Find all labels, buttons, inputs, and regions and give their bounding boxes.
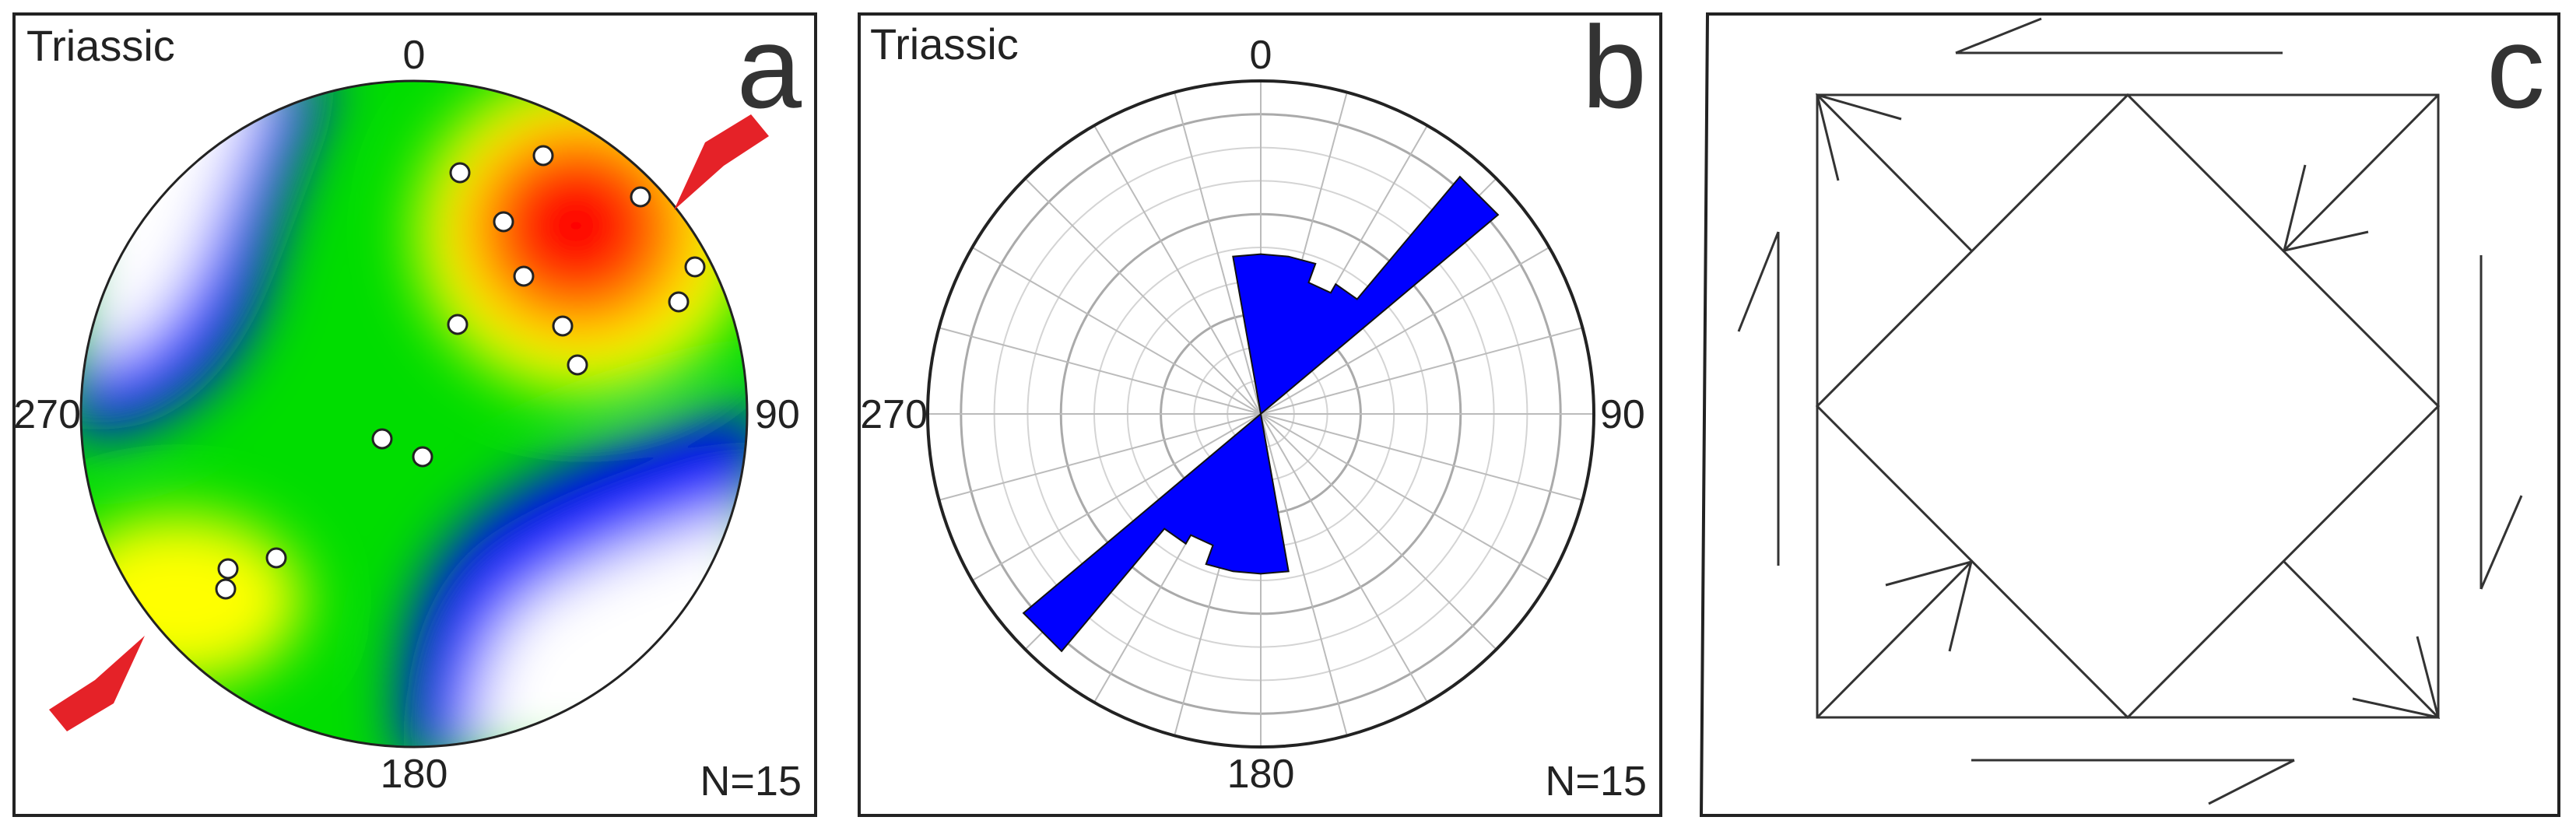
rose-grid-spoke [1260,413,1583,501]
pole-point [215,578,237,600]
pole-point [630,186,651,208]
panel-a-count: N=15 [700,758,802,805]
shear-line-se [2283,560,2440,719]
pole-point [567,354,588,376]
pole-point [513,265,535,287]
rose-grid-spoke [1260,413,1497,650]
panel-a-label-90: 90 [755,392,800,437]
pole-point [449,162,471,184]
bottom-shear-barb [2208,759,2295,805]
rose-grid-spoke [1260,413,1348,736]
panel-b-label-0: 0 [1250,33,1272,78]
panel-b-letter: b [1582,2,1647,132]
rose-petals [1022,175,1500,653]
panel-b: Triassic 0 90 180 270 N=15 b [858,2,1662,817]
rose-grid-spoke [1260,327,1583,415]
shear-line-ne [2283,93,2440,252]
rose-grid-spoke [1093,124,1262,415]
panel-b-title: Triassic [870,19,1019,68]
inner-diamond [1815,93,2441,720]
rose-grid-spoke [1174,92,1262,415]
panel-a-label-180: 180 [381,752,448,797]
shear-line-sw [1816,560,1973,719]
rose-grid-spoke [1260,247,1550,415]
compression-arrow-ne [674,114,769,210]
panel-c-frame [1699,12,2560,817]
panel-c: c [1699,2,2560,817]
half-arrow-se [2352,636,2441,719]
pole-point [265,547,287,569]
panel-a-label-0: 0 [403,33,426,78]
panel-c-letter: c [2487,2,2545,132]
panel-a-title: Triassic [26,21,175,70]
panel-b-label-180: 180 [1227,752,1295,797]
panel-b-label-90: 90 [1600,392,1645,437]
panel-a: Triassic 0 90 180 270 N=15 a [12,2,817,817]
rose-grid-spoke [939,413,1262,501]
left-shear-barb [1737,231,1780,332]
pole-point [668,291,690,313]
pole-points [215,145,706,600]
panel-b-count: N=15 [1545,758,1647,805]
shear-line-nw [1816,93,1973,252]
rose-grid-spoke [939,327,1262,415]
rose-grid-spoke [1024,177,1262,415]
right-shear-barb [2479,495,2523,590]
rose-outline [926,79,1595,749]
rose-grid-spoke [1260,413,1428,703]
panel-a-label-270: 270 [13,392,81,437]
pole-point [552,315,574,337]
pole-point [684,256,706,278]
pole-point [447,314,469,335]
rose-grid-spoke [1260,413,1550,581]
pole-point [532,145,554,167]
panel-b-label-270: 270 [860,392,928,437]
stereonet-outline [79,79,749,749]
pole-point [412,446,433,468]
half-arrow-nw [1815,93,1902,181]
compression-arrow-sw [49,636,145,731]
pole-point [217,558,239,580]
panel-a-letter: a [737,2,802,132]
half-arrow-ne [2282,164,2369,252]
rose-grid-spoke [971,413,1262,581]
rose-grid-spoke [971,247,1262,415]
pole-point [493,211,514,233]
pole-point [371,428,393,450]
top-shear-barb [1955,17,2042,54]
half-arrow-sw [1885,559,1974,652]
